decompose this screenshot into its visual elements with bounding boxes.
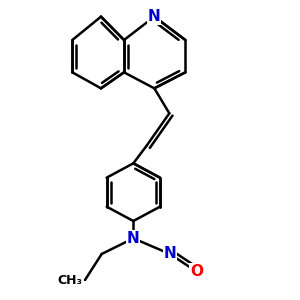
Text: N: N: [127, 231, 140, 246]
Text: N: N: [164, 247, 176, 262]
Text: CH₃: CH₃: [57, 274, 82, 286]
Text: N: N: [148, 9, 161, 24]
Text: O: O: [190, 264, 203, 279]
